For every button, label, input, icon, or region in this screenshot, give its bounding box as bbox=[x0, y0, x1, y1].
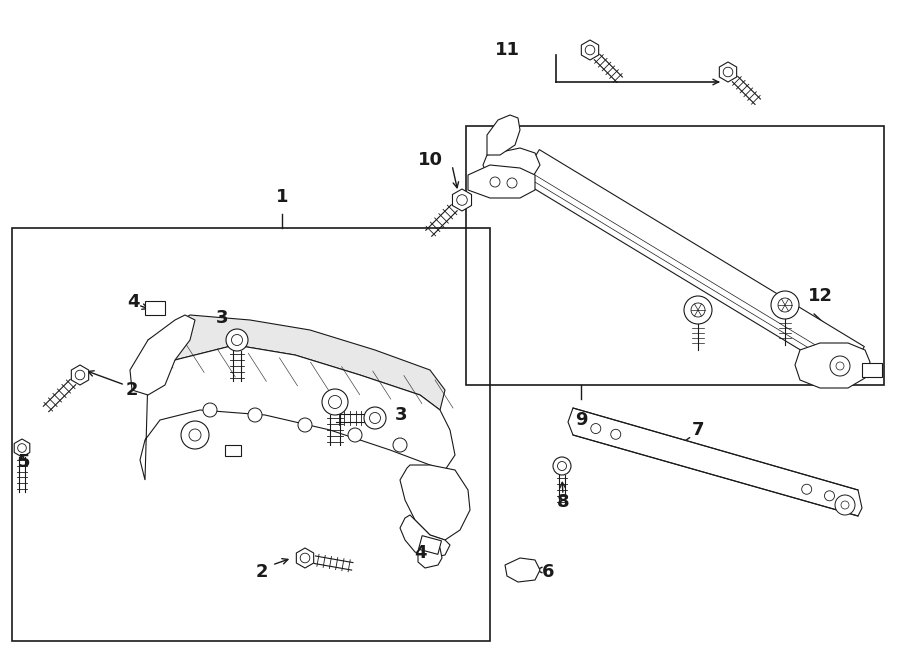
Circle shape bbox=[778, 298, 792, 312]
Text: 7: 7 bbox=[692, 421, 704, 439]
Text: 1: 1 bbox=[275, 188, 288, 206]
Polygon shape bbox=[225, 444, 241, 455]
Circle shape bbox=[322, 389, 348, 415]
Circle shape bbox=[248, 408, 262, 422]
Text: 8: 8 bbox=[557, 493, 570, 511]
Polygon shape bbox=[568, 408, 862, 516]
Polygon shape bbox=[14, 439, 30, 457]
Text: 2: 2 bbox=[126, 381, 139, 399]
Circle shape bbox=[364, 407, 386, 429]
Polygon shape bbox=[487, 115, 520, 155]
Polygon shape bbox=[140, 345, 455, 480]
Polygon shape bbox=[418, 545, 442, 568]
Polygon shape bbox=[145, 301, 165, 315]
Polygon shape bbox=[296, 548, 314, 568]
Circle shape bbox=[226, 329, 248, 351]
Text: 4: 4 bbox=[127, 293, 140, 311]
Polygon shape bbox=[418, 535, 442, 555]
Text: 11: 11 bbox=[495, 41, 520, 59]
Polygon shape bbox=[521, 149, 864, 377]
Text: 9: 9 bbox=[575, 411, 587, 429]
Circle shape bbox=[691, 303, 705, 317]
Circle shape bbox=[771, 291, 799, 319]
Circle shape bbox=[684, 296, 712, 324]
Circle shape bbox=[836, 362, 844, 370]
Text: 5: 5 bbox=[18, 453, 31, 471]
Circle shape bbox=[507, 178, 517, 188]
Polygon shape bbox=[468, 165, 535, 198]
Circle shape bbox=[393, 438, 407, 452]
Bar bbox=[12, 228, 490, 641]
Polygon shape bbox=[862, 363, 882, 377]
Text: 12: 12 bbox=[808, 287, 833, 305]
Circle shape bbox=[590, 424, 601, 434]
Circle shape bbox=[490, 177, 500, 187]
Text: 3: 3 bbox=[395, 406, 408, 424]
Polygon shape bbox=[400, 515, 450, 558]
Circle shape bbox=[724, 67, 733, 77]
Circle shape bbox=[802, 485, 812, 494]
Circle shape bbox=[298, 418, 312, 432]
Circle shape bbox=[328, 395, 341, 408]
Text: 3: 3 bbox=[216, 309, 229, 327]
Polygon shape bbox=[130, 315, 195, 395]
Text: 10: 10 bbox=[418, 151, 443, 169]
Circle shape bbox=[203, 403, 217, 417]
Polygon shape bbox=[505, 558, 540, 582]
Circle shape bbox=[76, 370, 85, 380]
Polygon shape bbox=[581, 40, 598, 60]
Polygon shape bbox=[145, 315, 445, 410]
Polygon shape bbox=[453, 189, 472, 211]
Circle shape bbox=[189, 429, 201, 441]
Circle shape bbox=[557, 461, 566, 471]
Circle shape bbox=[835, 495, 855, 515]
Polygon shape bbox=[795, 343, 870, 388]
Circle shape bbox=[611, 429, 621, 440]
Circle shape bbox=[824, 491, 834, 501]
Text: 4: 4 bbox=[414, 544, 427, 562]
Circle shape bbox=[301, 553, 310, 563]
Circle shape bbox=[841, 501, 849, 509]
Circle shape bbox=[18, 444, 26, 452]
Text: 2: 2 bbox=[256, 563, 268, 581]
Circle shape bbox=[553, 457, 571, 475]
Text: 6: 6 bbox=[542, 563, 554, 581]
Circle shape bbox=[231, 334, 242, 346]
Circle shape bbox=[830, 356, 850, 376]
Circle shape bbox=[181, 421, 209, 449]
Polygon shape bbox=[719, 62, 737, 82]
Circle shape bbox=[456, 195, 467, 206]
Bar bbox=[466, 126, 884, 385]
Polygon shape bbox=[400, 465, 470, 540]
Circle shape bbox=[585, 45, 595, 55]
Circle shape bbox=[370, 412, 381, 424]
Polygon shape bbox=[483, 148, 540, 188]
Circle shape bbox=[348, 428, 362, 442]
Polygon shape bbox=[71, 365, 89, 385]
